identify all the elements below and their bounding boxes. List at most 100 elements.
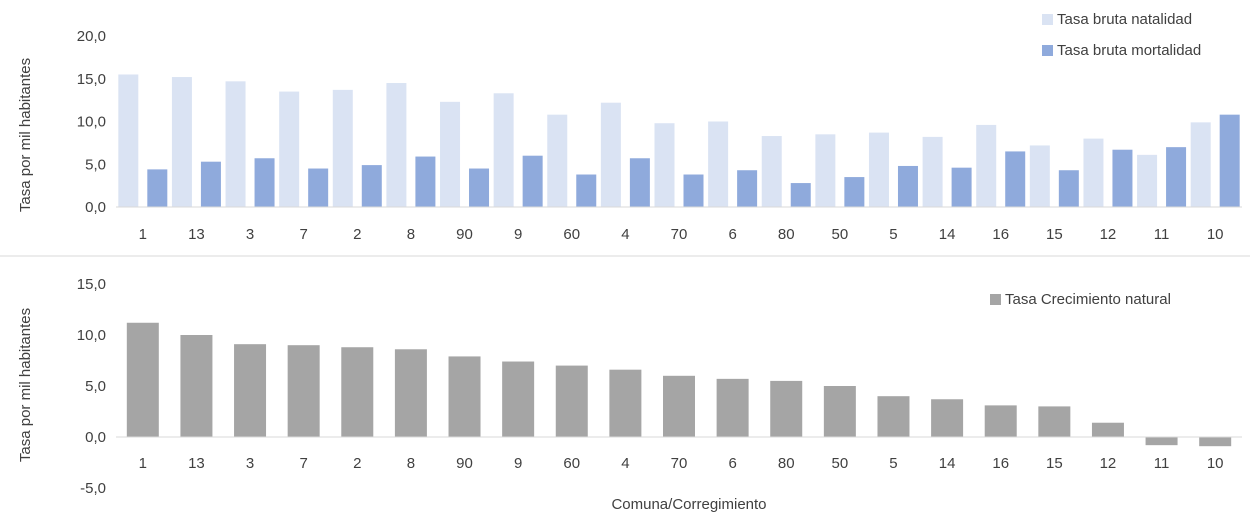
y-tick-label: 15,0	[77, 276, 106, 293]
x-tick-label: 10	[1207, 226, 1224, 243]
x-tick-label: 7	[299, 226, 307, 243]
bar	[308, 168, 329, 207]
bar	[225, 81, 246, 207]
bar	[984, 405, 1017, 437]
bar	[118, 74, 139, 207]
x-tick-label: 15	[1046, 455, 1063, 472]
y-tick-label: 5,0	[85, 378, 106, 395]
bar	[234, 344, 267, 437]
y-tick-label: 5,0	[85, 156, 106, 173]
y-tick-label: 10,0	[77, 114, 106, 131]
x-tick-label: 50	[832, 226, 849, 243]
y-axis-title: Tasa por mil habitantes	[17, 58, 34, 212]
bar	[823, 386, 856, 437]
x-tick-label: 5	[889, 455, 897, 472]
bar	[332, 89, 353, 207]
bar	[951, 167, 972, 207]
x-tick-label: 6	[728, 455, 736, 472]
bar	[815, 134, 836, 207]
x-tick-label: 2	[353, 226, 361, 243]
x-tick-label: 9	[514, 455, 522, 472]
x-tick-label: 4	[621, 455, 629, 472]
top-chart: 0,0 5,0 10,0 15,0 20,0 1 13 3 7 2 8 90 9 60 4 70 6 80 50 5 1…	[17, 11, 1242, 243]
bar	[502, 361, 535, 437]
bar	[1058, 170, 1079, 207]
bar	[1145, 437, 1178, 446]
bar	[1190, 122, 1211, 207]
x-tick-label: 16	[992, 455, 1009, 472]
bar	[1038, 406, 1071, 437]
bar	[976, 124, 997, 207]
y-tick-label: 20,0	[77, 28, 106, 45]
bar	[126, 322, 159, 437]
bar	[790, 183, 811, 207]
y-tick-label: -5,0	[80, 480, 106, 497]
x-tick-label: 11	[1154, 226, 1170, 243]
legend-swatch	[1042, 14, 1053, 25]
bar	[576, 174, 597, 207]
bar	[287, 345, 320, 437]
bar	[555, 365, 588, 437]
y-tick-label: 0,0	[85, 199, 106, 216]
bar	[415, 156, 436, 207]
bar	[254, 158, 275, 207]
x-tick-label: 4	[621, 226, 629, 243]
y-axis-title: Tasa por mil habitantes	[17, 308, 34, 462]
x-tick-label: 13	[188, 455, 205, 472]
x-tick-label: 60	[563, 455, 580, 472]
bar	[877, 396, 910, 437]
bar	[683, 174, 704, 207]
legend-swatch	[990, 294, 1001, 305]
x-tick-label: 8	[407, 455, 415, 472]
x-tick-label: 90	[456, 455, 473, 472]
bar	[440, 101, 461, 207]
x-tick-label: 13	[188, 226, 205, 243]
bar	[1083, 138, 1104, 207]
bar	[493, 93, 514, 207]
bar	[761, 136, 782, 207]
bottom-chart: -5,0 0,0 5,0 10,0 15,0 1 13 3 7 2 8 90 9 60 4 70 6 80 50 5 1…	[17, 276, 1242, 513]
bar	[1199, 437, 1232, 447]
x-tick-label: 80	[778, 226, 795, 243]
bar	[770, 380, 803, 437]
bar	[1112, 149, 1133, 207]
bar	[708, 121, 729, 207]
bar	[868, 132, 889, 207]
x-tick-label: 12	[1100, 455, 1117, 472]
y-tick-label: 15,0	[77, 71, 106, 88]
bar	[1029, 145, 1050, 207]
bar	[361, 165, 382, 207]
bar	[279, 91, 300, 207]
bar	[737, 170, 758, 207]
bar	[394, 349, 427, 437]
x-tick-label: 60	[563, 226, 580, 243]
legend-swatch	[1042, 45, 1053, 56]
x-tick-label: 15	[1046, 226, 1063, 243]
bar	[663, 375, 695, 437]
x-tick-label: 70	[671, 455, 688, 472]
bar	[629, 158, 650, 207]
bar	[1091, 422, 1124, 437]
bar	[609, 369, 642, 437]
bar	[654, 123, 675, 207]
x-tick-label: 10	[1207, 455, 1224, 472]
x-tick-label: 16	[992, 226, 1009, 243]
x-tick-label: 14	[939, 455, 956, 472]
x-tick-label: 7	[299, 455, 307, 472]
bar	[1219, 114, 1240, 207]
bar	[600, 102, 621, 207]
x-tick-label: 8	[407, 226, 415, 243]
bar	[448, 356, 481, 437]
x-tick-label: 1	[139, 455, 147, 472]
bar	[341, 347, 374, 437]
x-tick-label: 50	[832, 455, 849, 472]
x-tick-label: 3	[246, 226, 254, 243]
legend-label: Tasa bruta mortalidad	[1057, 42, 1201, 59]
bar	[147, 169, 168, 207]
x-tick-label: 11	[1154, 455, 1170, 472]
x-tick-label: 90	[456, 226, 473, 243]
bar	[897, 165, 918, 207]
bar	[1166, 147, 1187, 207]
bar	[386, 83, 407, 207]
